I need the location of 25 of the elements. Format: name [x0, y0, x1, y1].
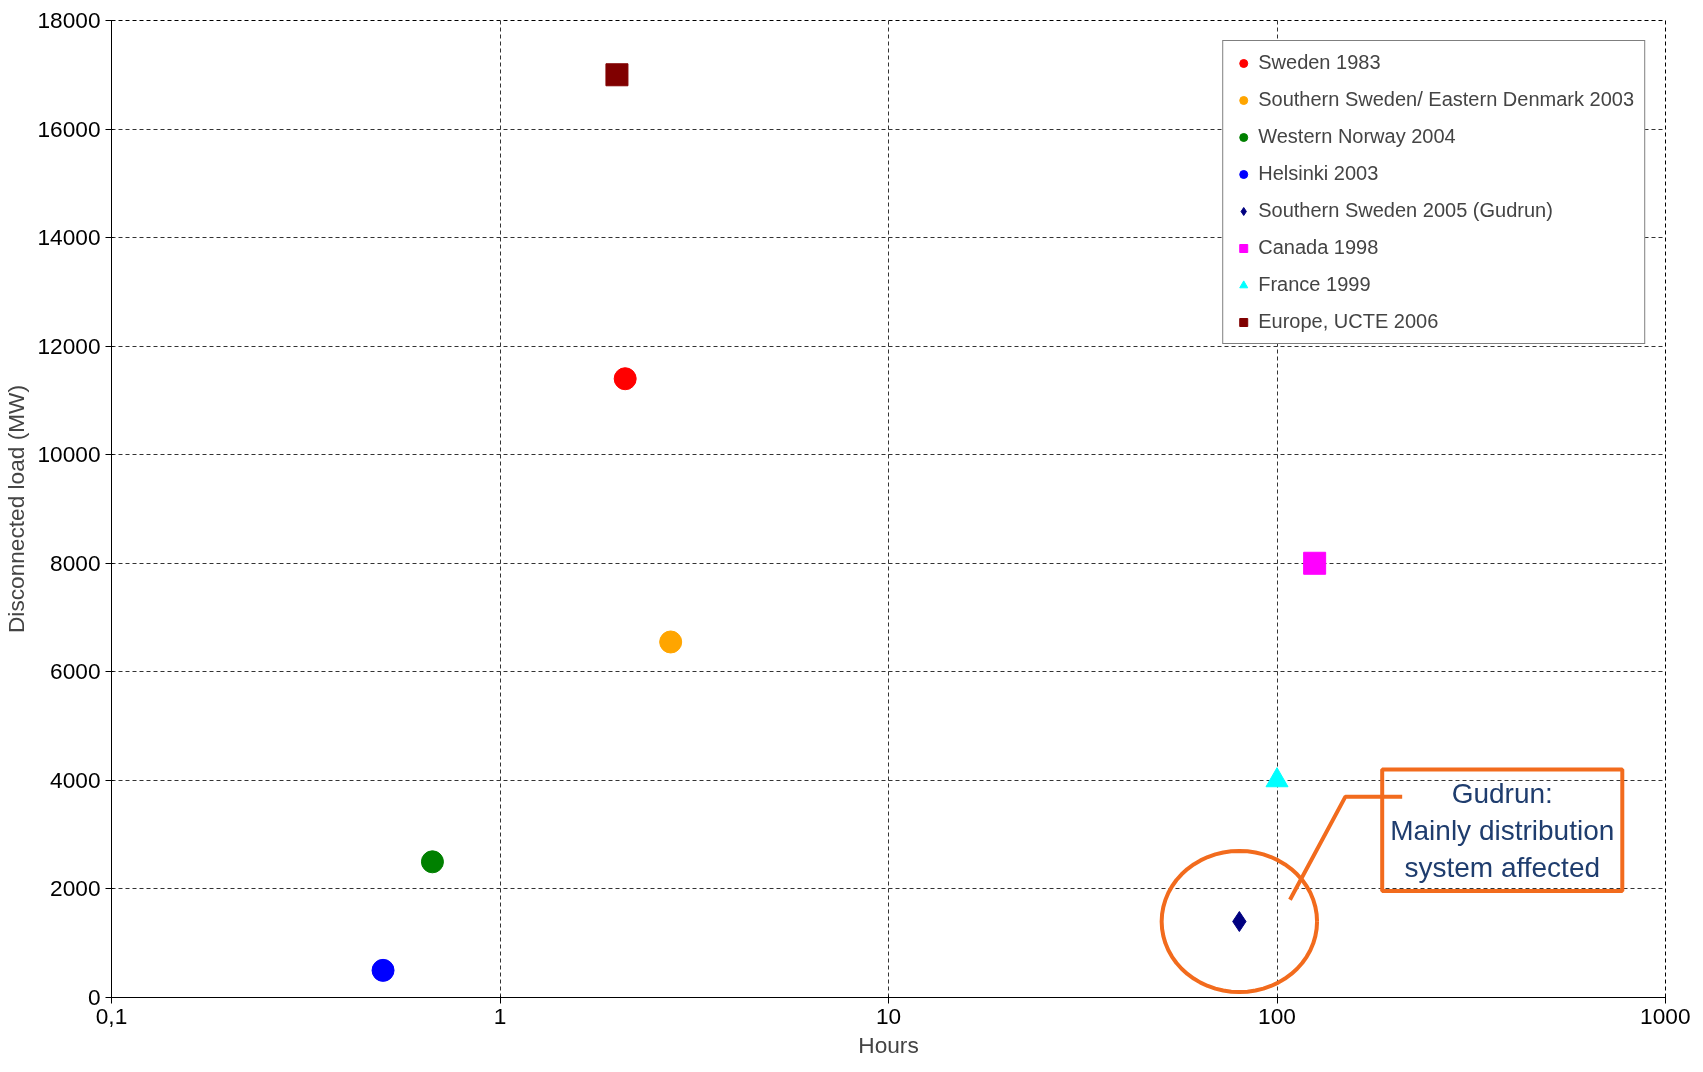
x-tick-label: 10	[875, 1002, 902, 1029]
legend-label: Canada 1998	[1258, 236, 1380, 259]
legend-label: Europe, UCTE 2006	[1258, 310, 1440, 333]
y-tick-label: 2000	[50, 875, 101, 902]
legend-label: France 1999	[1258, 273, 1372, 296]
legend-label: Sweden 1983	[1258, 51, 1382, 74]
y-axis-title: Disconnected load (MW)	[3, 384, 30, 634]
legend-label: Western Norway 2004	[1258, 125, 1457, 148]
y-tick-label: 16000	[37, 115, 101, 142]
y-tick-label: 18000	[37, 7, 101, 33]
x-tick-label: 1	[493, 1002, 507, 1029]
y-tick-label: 10000	[37, 441, 101, 468]
legend-label: Southern Sweden/ Eastern Denmark 2003	[1258, 88, 1634, 111]
legend-label: Southern Sweden 2005 (Gudrun)	[1258, 199, 1553, 222]
legend-label: Helsinki 2003	[1258, 162, 1380, 185]
x-axis-title: Hours	[858, 1031, 919, 1058]
y-tick-label: 6000	[50, 658, 101, 685]
y-tick-label: 12000	[37, 332, 101, 359]
annotation: Gudrun: Mainly distribution system affected	[1390, 777, 1615, 883]
y-tick-label: 8000	[50, 549, 101, 576]
x-tick-label: 1000	[1640, 1002, 1691, 1029]
y-tick-label: 14000	[37, 224, 101, 251]
x-tick-label: 100	[1258, 1002, 1296, 1029]
y-tick-label: 0	[87, 984, 101, 1010]
y-tick-label: 4000	[50, 766, 101, 793]
